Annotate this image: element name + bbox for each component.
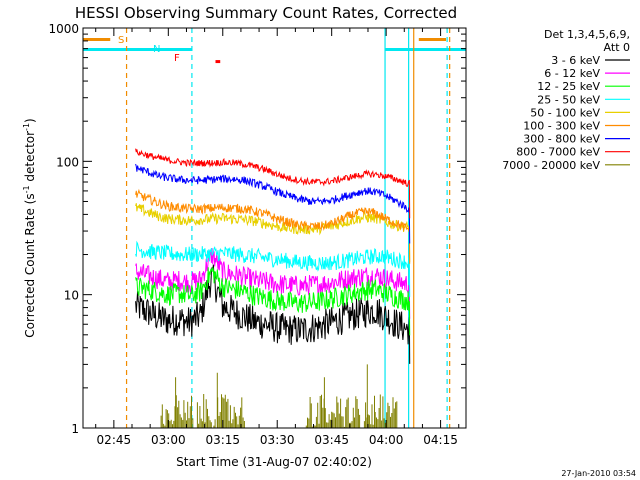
x-tick-label-6: 04:15 xyxy=(423,433,458,447)
legend-label-2: 12 - 25 keV xyxy=(537,80,600,93)
legend-label-5: 100 - 300 keV xyxy=(523,120,600,133)
x-tick-label-3: 03:30 xyxy=(260,433,295,447)
y-tick-label-0: 1 xyxy=(71,422,79,436)
legend-label-0: 3 - 6 keV xyxy=(551,54,600,67)
x-tick-label-2: 03:15 xyxy=(205,433,240,447)
plot-frame xyxy=(82,27,467,429)
series-line-3 xyxy=(135,240,411,297)
series-line-7 xyxy=(135,148,411,219)
legend-label-6: 300 - 800 keV xyxy=(523,133,600,146)
series-line-8 xyxy=(160,364,398,428)
chart-title: HESSI Observing Summary Count Rates, Cor… xyxy=(75,4,457,22)
series-lines xyxy=(135,148,411,428)
saa-flag-label: S xyxy=(118,35,124,46)
flag-bars xyxy=(83,37,466,64)
flare-flag-label: F xyxy=(174,53,180,64)
legend-header: Det 1,3,4,5,6,9, xyxy=(544,28,630,41)
legend-label-8: 7000 - 20000 keV xyxy=(502,159,600,172)
y-axis: 1 10 100 1000 xyxy=(48,22,466,436)
x-tick-label-5: 04:00 xyxy=(369,433,404,447)
legend-label-3: 25 - 50 keV xyxy=(537,93,600,106)
timestamp: 27-Jan-2010 03:54 xyxy=(561,469,636,478)
x-tick-label-0: 02:45 xyxy=(97,433,132,447)
legend-label-1: 6 - 12 keV xyxy=(544,67,600,80)
y-tick-label-3: 1000 xyxy=(48,22,79,36)
series-line-0 xyxy=(135,264,411,364)
y-axis-label: Corrected Count Rate (s-1 detector-1) xyxy=(22,118,37,337)
night-flag-label: N xyxy=(153,44,160,55)
series-line-2 xyxy=(135,267,411,336)
series-line-1 xyxy=(135,248,411,319)
x-tick-label-4: 03:45 xyxy=(314,433,349,447)
y-tick-label-1: 10 xyxy=(64,289,79,303)
legend-attenuator: Att 0 xyxy=(604,41,630,54)
series-line-6 xyxy=(135,163,411,244)
legend-label-7: 800 - 7000 keV xyxy=(516,146,600,159)
y-tick-label-2: 100 xyxy=(56,155,79,169)
series-line-5 xyxy=(135,188,411,264)
x-axis: 02:45 03:00 03:15 03:30 03:45 04:00 04:15 xyxy=(95,28,460,447)
legend-label-4: 50 - 100 keV xyxy=(530,106,600,119)
x-axis-label: Start Time (31-Aug-07 02:40:02) xyxy=(176,455,372,469)
x-tick-label-1: 03:00 xyxy=(151,433,186,447)
